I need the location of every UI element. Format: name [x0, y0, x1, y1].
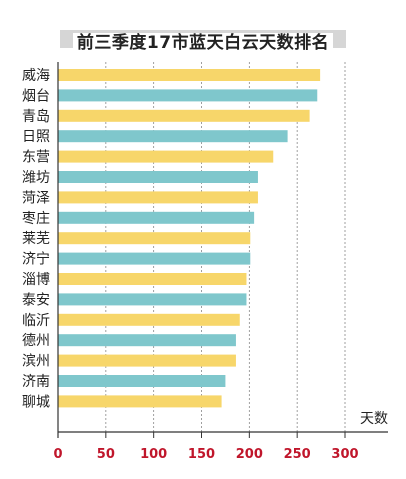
- x-tick-label: 300: [331, 447, 358, 462]
- bar: [58, 252, 251, 265]
- bar: [58, 313, 240, 326]
- x-tick-label: 50: [97, 447, 115, 462]
- category-label: 滨州: [22, 354, 50, 370]
- x-tick-label: 0: [53, 447, 62, 462]
- x-axis-label: 天数: [360, 411, 388, 427]
- bar: [58, 293, 247, 306]
- bar: [58, 273, 247, 285]
- category-label: 泰安: [22, 292, 50, 308]
- bar: [58, 334, 236, 347]
- bar: [58, 109, 310, 122]
- bar: [58, 69, 321, 81]
- category-label: 济宁: [22, 251, 50, 268]
- category-label: 临沂: [22, 313, 50, 329]
- category-label: 日照: [22, 129, 50, 145]
- category-label: 德州: [22, 333, 50, 349]
- category-label: 烟台: [22, 88, 50, 104]
- category-label: 潍坊: [22, 170, 50, 186]
- bar: [58, 232, 251, 245]
- bar: [58, 150, 274, 163]
- bar: [58, 89, 318, 102]
- x-tick-label: 200: [236, 447, 263, 462]
- bar: [58, 130, 288, 143]
- x-tick-label: 150: [188, 447, 215, 462]
- category-label: 青岛: [22, 109, 50, 125]
- chart-title-wrap: 前三季度17市蓝天白云天数排名: [0, 28, 406, 53]
- category-label: 枣庄: [22, 210, 50, 227]
- bar: [58, 395, 222, 408]
- bar: [58, 171, 258, 183]
- x-tick-label: 100: [140, 447, 167, 462]
- bar: [58, 211, 255, 224]
- category-label: 淄博: [22, 271, 50, 288]
- category-label: 济南: [22, 374, 50, 390]
- x-tick-label: 250: [284, 447, 311, 462]
- category-label: 聊城: [22, 394, 50, 410]
- bar: [58, 354, 236, 367]
- category-label: 威海: [22, 68, 50, 84]
- bar: [58, 191, 258, 204]
- category-label: 莱芜: [22, 230, 50, 247]
- chart-title: 前三季度17市蓝天白云天数排名: [72, 33, 334, 53]
- category-label: 菏泽: [22, 190, 50, 206]
- bar: [58, 375, 226, 387]
- category-label: 东营: [22, 150, 50, 166]
